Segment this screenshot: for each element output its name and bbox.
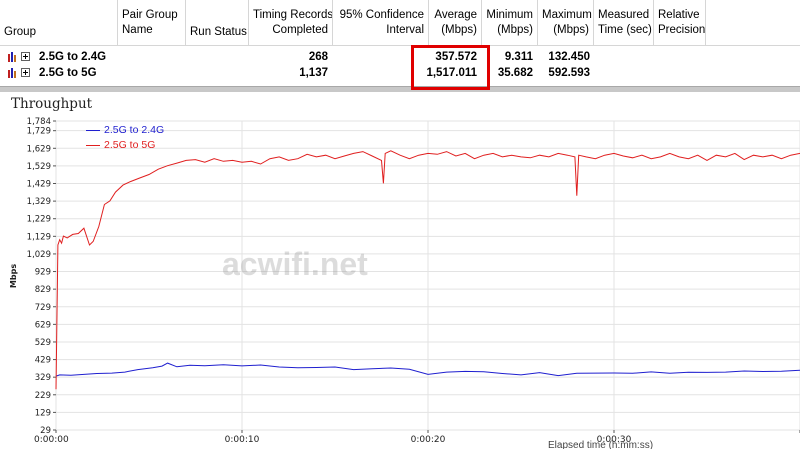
x-tick-label: 0:00:20 <box>411 435 446 445</box>
y-tick-label: 729 <box>35 303 51 313</box>
y-tick-label: 329 <box>35 373 51 383</box>
expand-icon[interactable] <box>21 52 30 61</box>
series-line-blue <box>55 362 800 377</box>
col-header-pair-group-name[interactable]: Pair Group Name <box>118 0 186 46</box>
row-minimum: 9.311 <box>504 51 533 63</box>
chart-legend: 2.5G to 2.4G 2.5G to 5G <box>84 123 164 153</box>
y-tick-label: 1,129 <box>27 232 51 242</box>
col-header-measured-time[interactable]: Measured Time (sec) <box>594 0 654 46</box>
x-tick-label: 0:00:10 <box>225 435 260 445</box>
legend-line-blue <box>86 130 100 131</box>
row-records: 268 <box>308 51 328 63</box>
row-minimum: 35.682 <box>497 67 533 79</box>
row-maximum: 592.593 <box>548 67 590 79</box>
chart-bars-icon <box>8 68 16 78</box>
col-header-average[interactable]: Average (Mbps) <box>429 0 482 46</box>
col-header-minimum[interactable]: Minimum (Mbps) <box>482 0 538 46</box>
x-axis-title: Elapsed time (h:mm:ss) <box>548 440 654 449</box>
y-tick-label: 1,329 <box>27 197 51 207</box>
row-records: 1,137 <box>299 67 328 79</box>
table-header: Group Pair Group Name Run Status Timing … <box>0 0 800 46</box>
x-axis-title-clip: Elapsed time (h:mm:ss) <box>548 440 688 449</box>
y-tick-label: 1,729 <box>27 127 51 137</box>
pane-splitter[interactable] <box>0 86 800 92</box>
y-tick-label: 129 <box>35 408 51 418</box>
series-line-red <box>55 150 800 390</box>
legend-item-blue-series: 2.5G to 2.4G <box>84 123 164 138</box>
x-tick-layer: 0:00:000:00:100:00:200:00:300:00:40 <box>34 430 800 445</box>
group-icons <box>8 52 32 63</box>
col-header-confidence-interval[interactable]: 95% Confidence Interval <box>333 0 429 46</box>
col-header-relative-precision[interactable]: Relative Precision <box>654 0 706 46</box>
y-tick-label: 229 <box>35 391 51 401</box>
legend-item-red-series: 2.5G to 5G <box>84 138 164 153</box>
y-tick-label: 1,529 <box>27 162 51 172</box>
x-tick-label: 0:00:30 <box>597 435 632 445</box>
y-tick-label: 29 <box>40 426 51 436</box>
table-row[interactable]: 2.5G to 5G 1,137 1,517.011 35.682 592.59… <box>0 65 800 81</box>
y-tick-label: 1,229 <box>27 215 51 225</box>
legend-label: 2.5G to 5G <box>104 139 156 151</box>
legend-label: 2.5G to 2.4G <box>104 124 165 136</box>
y-tick-label: 929 <box>35 268 51 278</box>
y-tick-label: 1,429 <box>27 180 51 190</box>
row-average: 357.572 <box>435 51 477 63</box>
col-header-group[interactable]: Group <box>0 0 118 46</box>
legend-line-red <box>86 145 100 146</box>
row-group-name: 2.5G to 5G <box>39 67 97 79</box>
x-tick-label: 0:00:00 <box>34 435 69 445</box>
y-tick-label: 1,784 <box>27 117 51 127</box>
y-tick-label: 1,629 <box>27 144 51 154</box>
table-row[interactable]: 2.5G to 2.4G 268 357.572 9.311 132.450 <box>0 49 800 65</box>
y-tick-label: 529 <box>35 338 51 348</box>
y-tick-label: 829 <box>35 285 51 295</box>
col-header-maximum[interactable]: Maximum (Mbps) <box>538 0 594 46</box>
y-tick-label: 429 <box>35 356 51 366</box>
row-maximum: 132.450 <box>548 51 590 63</box>
group-icons <box>8 68 32 79</box>
y-axis-label: Mbps <box>9 264 18 288</box>
row-group-name: 2.5G to 2.4G <box>39 51 107 63</box>
watermark: acwifi.net <box>222 246 368 282</box>
col-header-filler <box>706 0 800 46</box>
col-header-timing-records[interactable]: Timing Records Completed <box>249 0 333 46</box>
grid-layer <box>55 120 800 431</box>
results-table: Group Pair Group Name Run Status Timing … <box>0 0 800 86</box>
y-tick-label: 629 <box>35 320 51 330</box>
average-highlight-box <box>411 45 490 90</box>
series-layer <box>55 150 800 390</box>
col-header-run-status[interactable]: Run Status <box>186 0 249 46</box>
expand-icon[interactable] <box>21 68 30 77</box>
chart-bars-icon <box>8 52 16 62</box>
y-tick-label: 1,029 <box>27 250 51 260</box>
chart-title: Throughput <box>11 96 93 112</box>
row-average: 1,517.011 <box>426 67 477 79</box>
